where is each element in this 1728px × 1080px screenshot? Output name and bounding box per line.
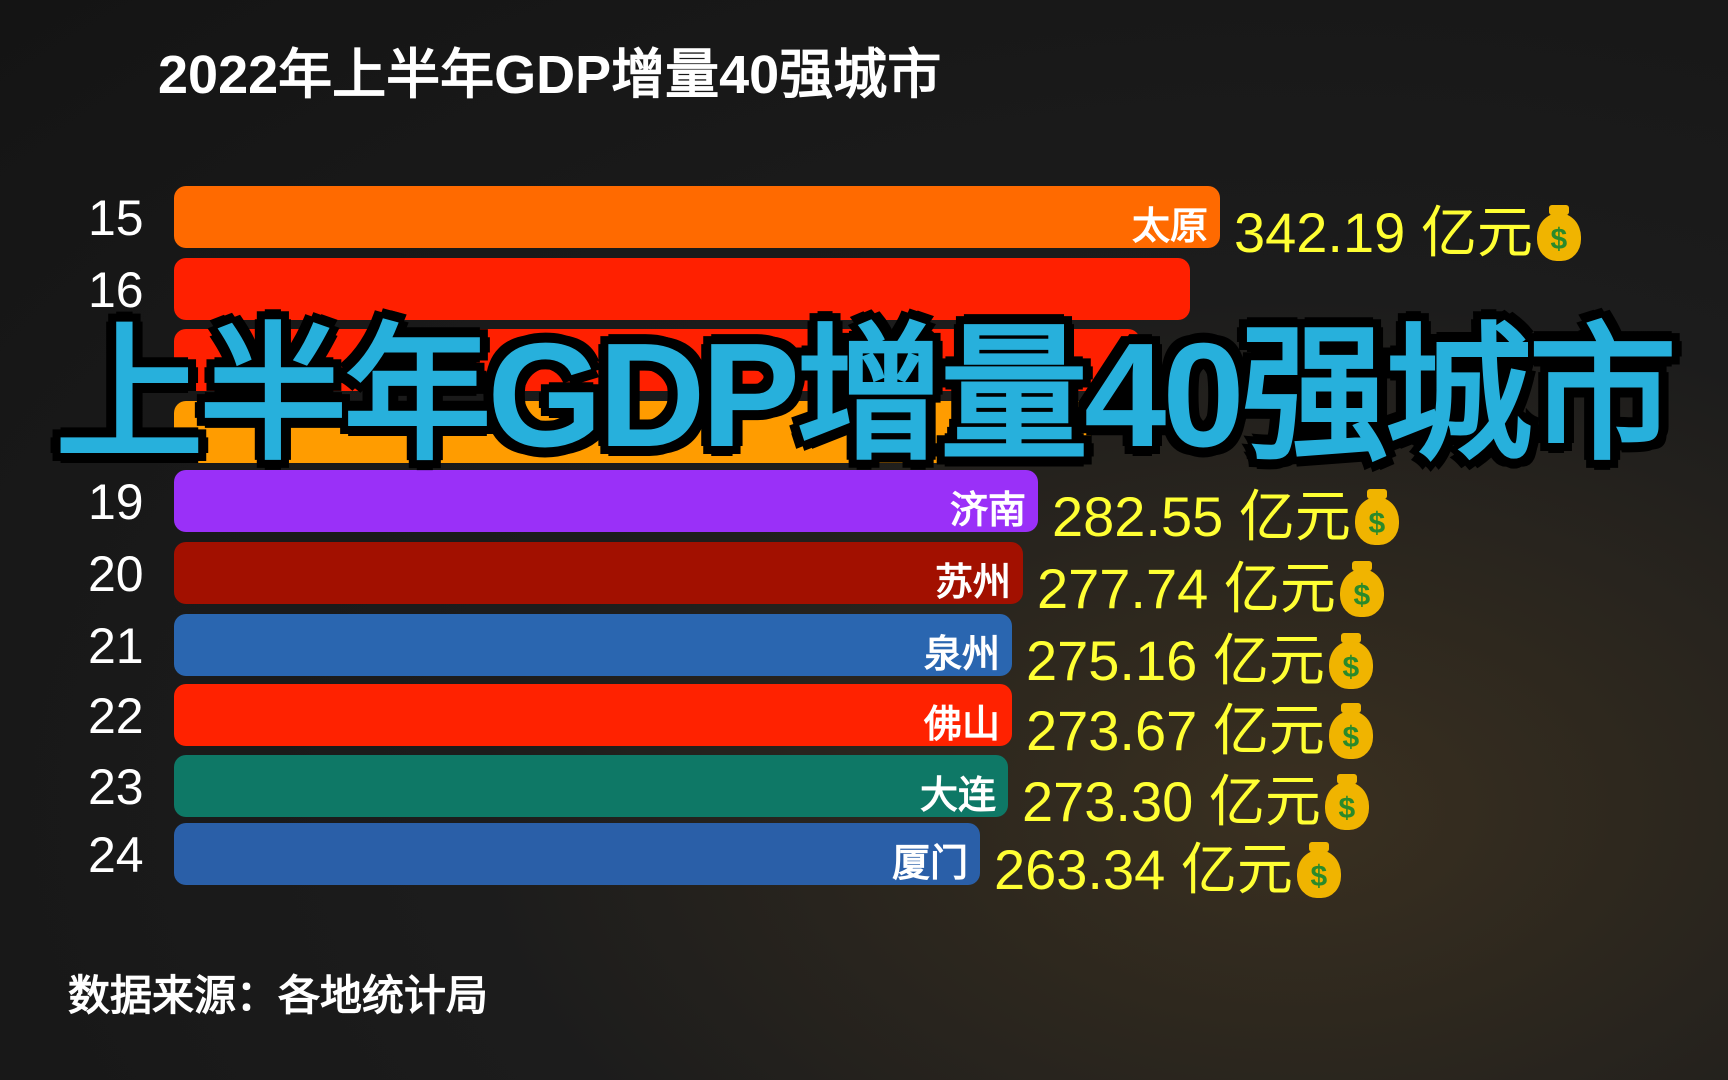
bar-row: 16: [0, 258, 1700, 320]
value-unit: 亿元: [1238, 485, 1351, 548]
bar: 泉州: [174, 614, 1012, 676]
rank-label: 19: [88, 474, 144, 530]
value-unit: 亿元: [1208, 770, 1321, 833]
bar-row: 15 太原 342.19 亿元 $: [0, 186, 1700, 264]
value-number: 273.67: [1026, 699, 1198, 762]
rank-label: 16: [88, 262, 144, 318]
bar-row: 24 厦门 263.34 亿元 $: [0, 823, 1700, 901]
value-unit: 亿元: [1420, 201, 1533, 264]
value-number: 273.30: [1022, 770, 1194, 833]
money-bag-icon: $: [1339, 561, 1384, 618]
bar: 大连: [174, 755, 1008, 817]
value-label: 277.74 亿元 $: [1037, 544, 1384, 625]
value-unit: 亿元: [1212, 699, 1325, 762]
bar: 太原: [174, 186, 1220, 248]
money-bag-icon: $: [1328, 703, 1373, 760]
rank-label: 15: [88, 190, 144, 246]
value-unit: 亿元: [1212, 629, 1325, 692]
rank-label: 20: [88, 546, 144, 602]
city-label: 厦门: [891, 843, 968, 885]
value-label: 273.67 亿元 $: [1026, 686, 1373, 767]
bar: 苏州: [174, 542, 1023, 604]
rank-label: 21: [88, 618, 144, 674]
money-bag-icon: $: [1536, 205, 1581, 262]
bar: [174, 258, 1190, 320]
money-bag-icon: $: [1324, 774, 1369, 831]
rank-label: 22: [88, 688, 144, 744]
bar-row: 20 苏州 277.74 亿元 $: [0, 542, 1700, 620]
value-label: 273.30 亿元 $: [1022, 757, 1369, 838]
bar: [174, 401, 1091, 463]
bar-row: 22 佛山 273.67 亿元 $: [0, 684, 1700, 762]
value-unit: 亿元: [1223, 557, 1336, 620]
bar: 厦门: [174, 823, 980, 885]
chart-title: 2022年上半年GDP增量40强城市: [158, 45, 942, 105]
bar: 佛山: [174, 684, 1012, 746]
money-bag-icon: $: [1354, 489, 1399, 546]
city-label: 泉州: [923, 634, 1000, 676]
value-number: 263.34: [994, 838, 1166, 901]
value-number: 282.55: [1052, 485, 1224, 548]
value-unit: 亿元: [1180, 838, 1293, 901]
bar-row: 21 泉州 275.16 亿元 $: [0, 614, 1700, 692]
city-label: 佛山: [923, 704, 1000, 746]
value-label: 275.16 亿元 $: [1026, 616, 1373, 697]
money-bag-icon: $: [1328, 633, 1373, 690]
rank-label: 23: [88, 759, 144, 815]
bar: 济南: [174, 470, 1038, 532]
city-label: 苏州: [934, 562, 1011, 604]
value-label: 263.34 亿元 $: [994, 825, 1341, 906]
city-label: 大连: [919, 775, 996, 817]
bar-row: [0, 329, 1700, 391]
bar-row: 19 济南 282.55 亿元 $: [0, 470, 1700, 548]
value-label: 342.19 亿元 $: [1234, 188, 1581, 269]
overlay-banner-title: 上半年GDP增量40强城市: [55, 313, 1676, 478]
city-label: 济南: [949, 490, 1026, 532]
city-label: 太原: [1131, 206, 1208, 248]
value-label: 282.55 亿元 $: [1052, 472, 1399, 553]
bar: [174, 329, 1140, 391]
money-bag-icon: $: [1296, 842, 1341, 899]
value-number: 275.16: [1026, 629, 1198, 692]
bar-row: [0, 401, 1700, 463]
data-source: 数据来源：各地统计局: [68, 972, 489, 1019]
value-number: 342.19: [1234, 201, 1406, 264]
rank-label: 24: [88, 827, 144, 883]
value-number: 277.74: [1037, 557, 1209, 620]
bar-row: 23 大连 273.30 亿元 $: [0, 755, 1700, 833]
